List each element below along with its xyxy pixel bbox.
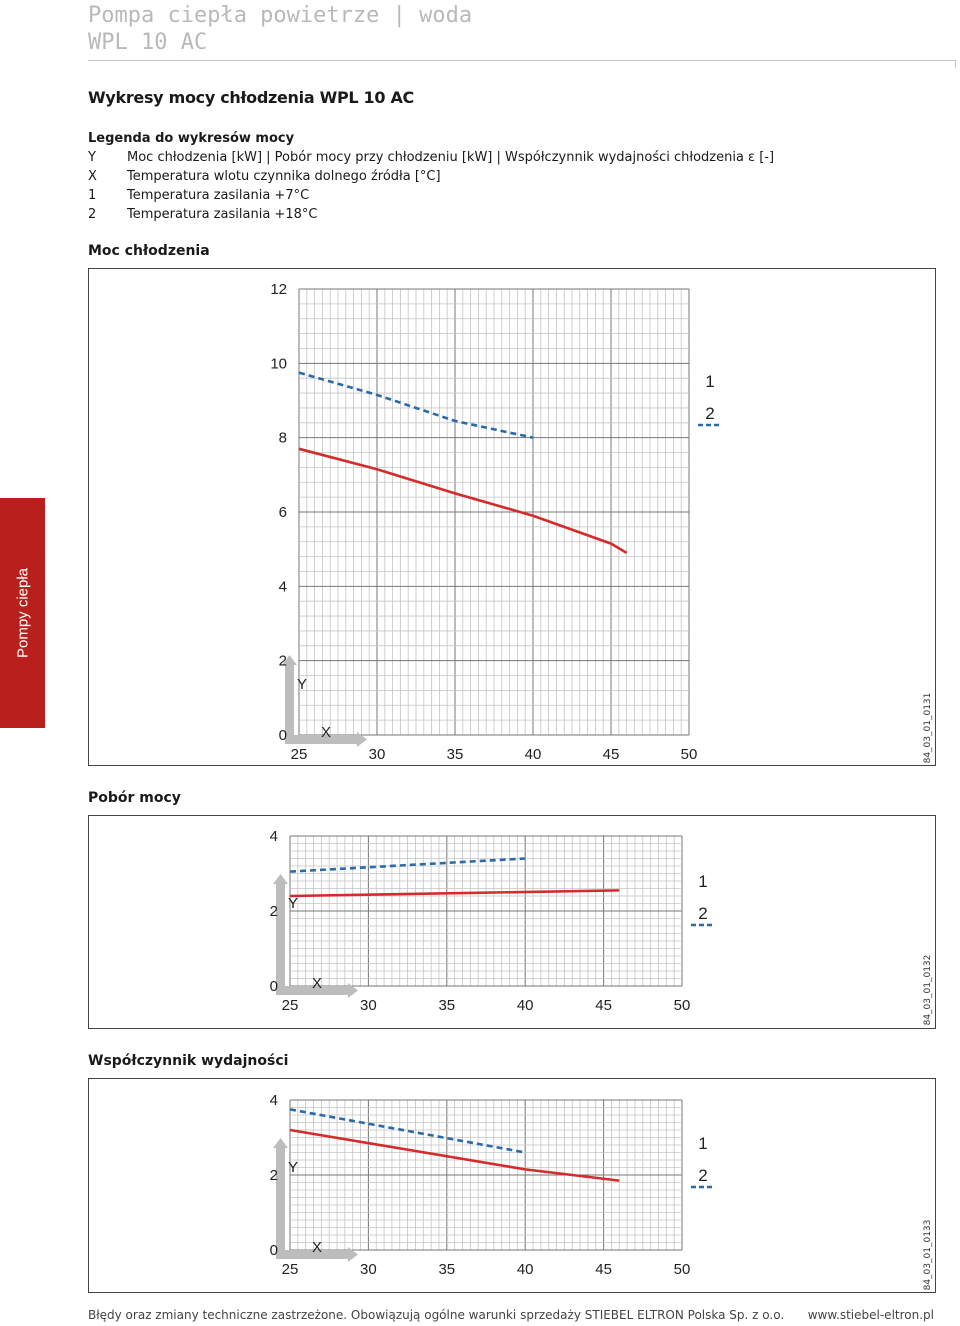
- legend-key: X: [88, 169, 97, 184]
- legend-key: Y: [88, 150, 96, 165]
- y-tick-label: 8: [279, 430, 287, 447]
- x-axis-arrow: [357, 732, 367, 747]
- legend-text: Temperatura wlotu czynnika dolnego źródł…: [127, 169, 441, 184]
- x-axis-label: X: [312, 1239, 322, 1256]
- x-tick-label: 40: [517, 1261, 534, 1278]
- y-axis-arrow: [273, 1138, 288, 1148]
- y-axis-marker: [276, 884, 285, 992]
- chart-code: 84_03_01_0131: [923, 693, 933, 764]
- y-tick-label: 0: [270, 978, 278, 995]
- grid: [298, 288, 690, 736]
- page-title: Wykresy mocy chłodzenia WPL 10 AC: [88, 88, 414, 107]
- x-tick-label: 25: [282, 997, 299, 1014]
- y-axis-arrow: [273, 874, 288, 884]
- header-line-1: Pompa ciepła powietrze | woda: [88, 3, 473, 28]
- x-axis-label: X: [321, 724, 331, 741]
- x-tick-label: 45: [603, 746, 620, 763]
- chart-power-svg: Y X 0 2 4 25 30 35 40 45 50 1 2 84_03_01_0132: [270, 828, 933, 1026]
- y-tick-label: 2: [279, 653, 287, 670]
- legend-text: Temperatura zasilania +18°C: [127, 207, 318, 222]
- x-axis-marker: [276, 1250, 348, 1259]
- series-line-2: [298, 371, 534, 439]
- y-tick-label: 4: [270, 1092, 278, 1109]
- x-tick-label: 35: [438, 1261, 455, 1278]
- y-axis-marker: [285, 665, 294, 741]
- y-tick-label: 4: [279, 578, 287, 595]
- x-axis-arrow: [348, 983, 358, 998]
- legend-key: 2: [88, 207, 97, 222]
- x-tick-label: 30: [360, 997, 377, 1014]
- footer-website[interactable]: www.stiebel-eltron.pl: [807, 1308, 934, 1322]
- grid: [289, 1099, 683, 1251]
- legend-label-1: 1: [698, 1134, 707, 1153]
- legend-label-1: 1: [705, 372, 714, 391]
- y-axis-label: Y: [297, 676, 307, 693]
- chart-title-cooling: Moc chłodzenia: [88, 243, 210, 259]
- y-tick-label: 2: [270, 1167, 278, 1184]
- y-tick-label: 10: [270, 355, 287, 372]
- legend-label-2: 2: [698, 1166, 707, 1185]
- footer: Błędy oraz zmiany techniczne zastrzeżone…: [88, 1308, 934, 1322]
- legend-item: 1 Temperatura zasilania +7°C: [88, 186, 774, 205]
- y-tick-label: 0: [270, 1242, 278, 1259]
- y-tick-label: 6: [279, 504, 287, 521]
- legend-label-2: 2: [698, 904, 707, 923]
- side-tab: Pompy ciepła: [0, 498, 45, 728]
- legend: Legenda do wykresów mocy Y Moc chłodzenia…: [88, 129, 774, 224]
- side-tab-label: Pompy ciepła: [14, 567, 31, 659]
- x-tick-label: 45: [595, 1261, 612, 1278]
- series-line-1: [298, 447, 628, 555]
- chart-code: 84_03_01_0133: [923, 1220, 933, 1291]
- y-axis-label: Y: [288, 895, 298, 912]
- chart-cooling: Y X 0 2 4 6 8 10 12 25 30 35 40 45 50 1 2 84_03_01_0131: [88, 268, 936, 766]
- x-axis-marker: [285, 735, 357, 744]
- legend-item: Y Moc chłodzenia [kW] | Pobór mocy przy c…: [88, 148, 774, 167]
- y-axis-marker: [276, 1148, 285, 1256]
- chart-code: 84_03_01_0132: [923, 955, 933, 1026]
- y-axis-arrow: [282, 655, 297, 665]
- series-line-1: [289, 1128, 620, 1182]
- legend-text: Temperatura zasilania +7°C: [127, 188, 310, 203]
- chart-title-cop: Współczynnik wydajności: [88, 1053, 289, 1069]
- legend-text: Moc chłodzenia [kW] | Pobór mocy przy ch…: [127, 150, 775, 165]
- legend-label-1: 1: [698, 872, 707, 891]
- chart-cop: Y X 0 2 4 25 30 35 40 45 50 1 2 84_03_01_0133: [88, 1078, 936, 1293]
- x-tick-label: 50: [674, 997, 691, 1014]
- y-tick-label: 12: [270, 281, 287, 298]
- x-tick-label: 40: [517, 997, 534, 1014]
- y-tick-label: 4: [270, 828, 278, 845]
- x-tick-label: 40: [525, 746, 542, 763]
- legend-label-2: 2: [705, 404, 714, 423]
- x-tick-label: 35: [447, 746, 464, 763]
- legend-item: X Temperatura wlotu czynnika dolnego źród…: [88, 167, 774, 186]
- chart-title-power: Pobór mocy: [88, 790, 181, 806]
- y-tick-label: 2: [270, 903, 278, 920]
- header-line-2: WPL 10 AC: [88, 30, 208, 55]
- x-tick-label: 30: [369, 746, 386, 763]
- grid: [289, 835, 683, 987]
- y-tick-label: 0: [279, 727, 287, 744]
- x-axis-marker: [276, 986, 348, 995]
- footer-disclaimer: Błędy oraz zmiany techniczne zastrzeżone…: [88, 1308, 785, 1322]
- x-tick-label: 25: [291, 746, 308, 763]
- header-rule: [88, 60, 956, 68]
- x-tick-label: 35: [438, 997, 455, 1014]
- x-axis-arrow: [348, 1247, 358, 1262]
- chart-power: Y X 0 2 4 25 30 35 40 45 50 1 2 84_03_01_0132: [88, 815, 936, 1029]
- legend-key: 1: [88, 188, 97, 203]
- legend-heading: Legenda do wykresów mocy: [88, 131, 295, 146]
- header: Pompa ciepła powietrze | woda WPL 10 AC: [88, 2, 472, 56]
- chart-cop-svg: Y X 0 2 4 25 30 35 40 45 50 1 2 84_03_01_0133: [270, 1092, 933, 1291]
- x-tick-label: 50: [681, 746, 698, 763]
- series-line-1: [289, 889, 620, 898]
- x-tick-label: 50: [674, 1261, 691, 1278]
- legend-item: 2 Temperatura zasilania +18°C: [88, 205, 774, 224]
- y-axis-label: Y: [288, 1159, 298, 1176]
- x-axis-label: X: [312, 975, 322, 992]
- x-tick-label: 25: [282, 1261, 299, 1278]
- x-tick-label: 30: [360, 1261, 377, 1278]
- x-tick-label: 45: [595, 997, 612, 1014]
